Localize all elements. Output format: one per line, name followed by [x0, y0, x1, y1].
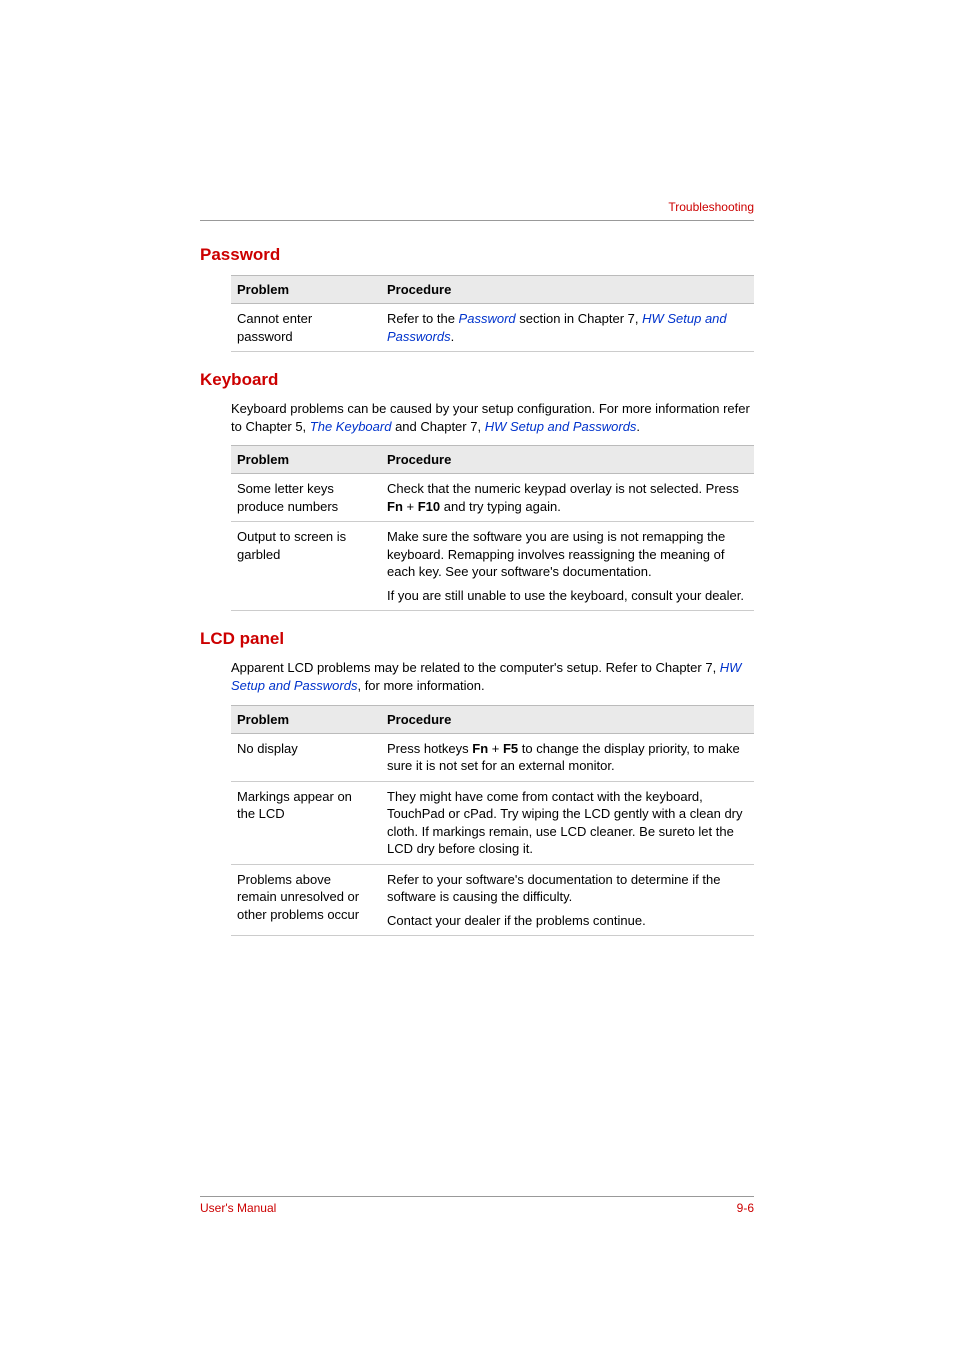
- table-header-row: Problem Procedure: [231, 446, 754, 474]
- running-head: Troubleshooting: [200, 200, 754, 220]
- text: Refer to your software's documentation t…: [387, 871, 744, 906]
- link-password[interactable]: Password: [459, 311, 516, 326]
- footer-row: User's Manual 9-6: [200, 1201, 754, 1215]
- th-procedure: Procedure: [381, 276, 754, 304]
- table-row: No display Press hotkeys Fn + F5 to chan…: [231, 733, 754, 781]
- section-title-lcd: LCD panel: [200, 629, 754, 649]
- keyboard-intro: Keyboard problems can be caused by your …: [231, 400, 754, 435]
- th-problem: Problem: [231, 446, 381, 474]
- text: and Chapter 7,: [391, 419, 484, 434]
- text: , for more information.: [357, 678, 484, 693]
- cell-problem: Markings appear on the LCD: [231, 781, 381, 864]
- th-problem: Problem: [231, 705, 381, 733]
- table-row: Some letter keys produce numbers Check t…: [231, 474, 754, 522]
- cell-problem: Some letter keys produce numbers: [231, 474, 381, 522]
- cell-procedure: Make sure the software you are using is …: [381, 522, 754, 611]
- keyboard-table: Problem Procedure Some letter keys produ…: [231, 445, 754, 611]
- key-fn: Fn: [472, 741, 488, 756]
- cell-problem: No display: [231, 733, 381, 781]
- top-rule: [200, 220, 754, 221]
- key-fn: Fn: [387, 499, 403, 514]
- link-hw-setup[interactable]: HW Setup and Passwords: [485, 419, 637, 434]
- text: Refer to the: [387, 311, 459, 326]
- lcd-intro: Apparent LCD problems may be related to …: [231, 659, 754, 694]
- text: .: [636, 419, 640, 434]
- cell-procedure: Refer to your software's documentation t…: [381, 864, 754, 936]
- key-f10: F10: [418, 499, 440, 514]
- text: .: [451, 329, 455, 344]
- text: If you are still unable to use the keybo…: [387, 587, 744, 605]
- cell-procedure: Refer to the Password section in Chapter…: [381, 304, 754, 352]
- key-f5: F5: [503, 741, 518, 756]
- th-procedure: Procedure: [381, 446, 754, 474]
- footer-left: User's Manual: [200, 1201, 276, 1215]
- table-header-row: Problem Procedure: [231, 705, 754, 733]
- text: and try typing again.: [440, 499, 561, 514]
- cell-problem: Problems above remain unresolved or othe…: [231, 864, 381, 936]
- cell-problem: Output to screen is garbled: [231, 522, 381, 611]
- cell-procedure: Press hotkeys Fn + F5 to change the disp…: [381, 733, 754, 781]
- page: Troubleshooting Password Problem Procedu…: [0, 0, 954, 1350]
- lcd-table: Problem Procedure No display Press hotke…: [231, 705, 754, 937]
- section-title-keyboard: Keyboard: [200, 370, 754, 390]
- th-problem: Problem: [231, 276, 381, 304]
- th-procedure: Procedure: [381, 705, 754, 733]
- table-row: Cannot enter password Refer to the Passw…: [231, 304, 754, 352]
- link-the-keyboard[interactable]: The Keyboard: [310, 419, 392, 434]
- text: Contact your dealer if the problems cont…: [387, 912, 744, 930]
- password-table: Problem Procedure Cannot enter password …: [231, 275, 754, 352]
- table-header-row: Problem Procedure: [231, 276, 754, 304]
- table-row: Markings appear on the LCD They might ha…: [231, 781, 754, 864]
- cell-problem: Cannot enter password: [231, 304, 381, 352]
- text: Press hotkeys: [387, 741, 472, 756]
- text: +: [403, 499, 418, 514]
- text: Check that the numeric keypad overlay is…: [387, 481, 739, 496]
- text: section in Chapter 7,: [516, 311, 642, 326]
- footer-rule: [200, 1196, 754, 1197]
- cell-procedure: Check that the numeric keypad overlay is…: [381, 474, 754, 522]
- table-row: Problems above remain unresolved or othe…: [231, 864, 754, 936]
- text: +: [488, 741, 503, 756]
- footer-right: 9-6: [737, 1201, 754, 1215]
- text: Apparent LCD problems may be related to …: [231, 660, 720, 675]
- section-title-password: Password: [200, 245, 754, 265]
- text: Make sure the software you are using is …: [387, 528, 744, 581]
- cell-procedure: They might have come from contact with t…: [381, 781, 754, 864]
- table-row: Output to screen is garbled Make sure th…: [231, 522, 754, 611]
- footer: User's Manual 9-6: [200, 1196, 754, 1215]
